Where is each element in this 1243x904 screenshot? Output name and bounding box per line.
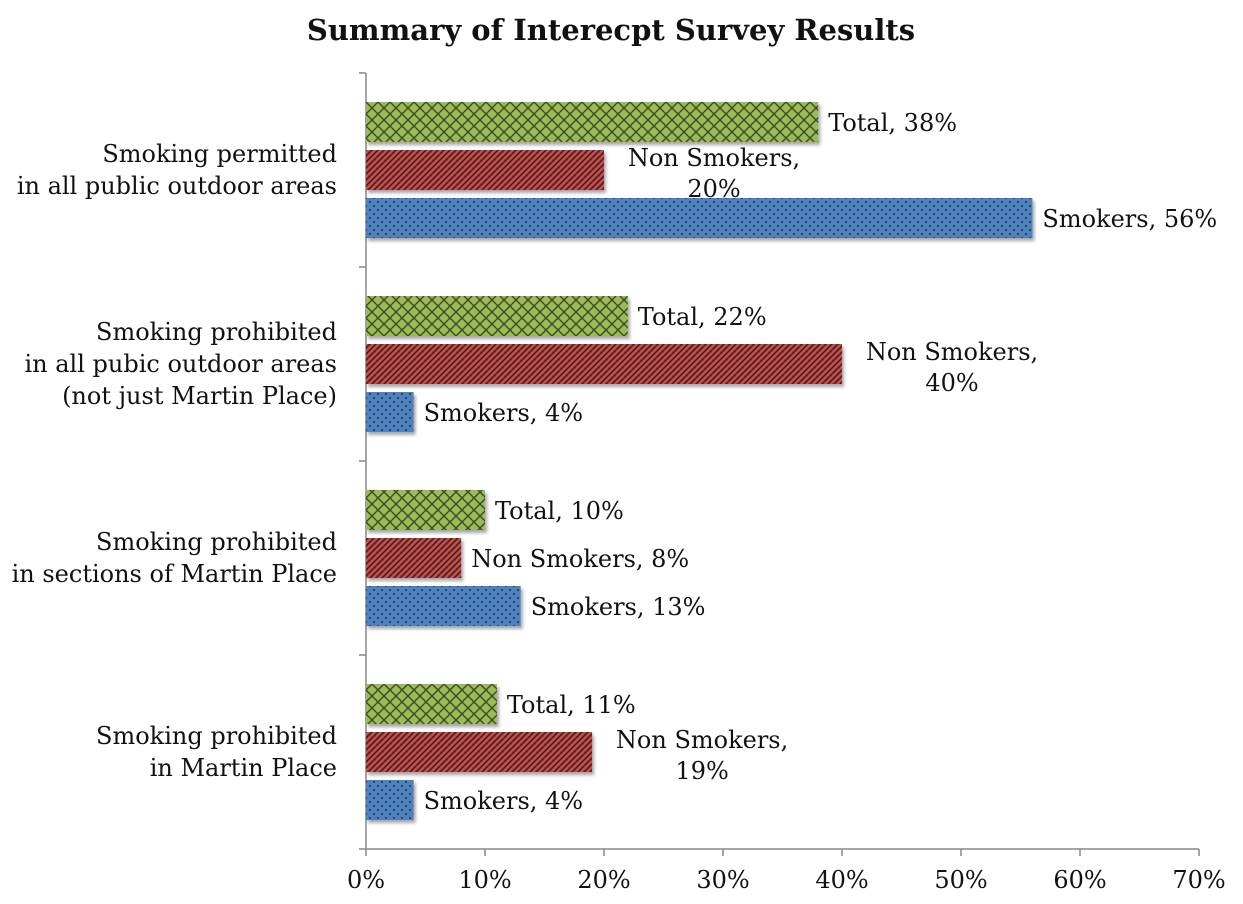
data-label-non-smokers: Non Smokers, 40%: [866, 338, 1038, 397]
x-tick-label: 70%: [1172, 866, 1225, 894]
data-label-non-smokers: Non Smokers, 8%: [471, 545, 689, 573]
x-tick-label: 30%: [696, 866, 749, 894]
data-label-total: Total, 10%: [495, 497, 624, 525]
x-tick-label: 10%: [458, 866, 511, 894]
data-label-smokers: Smokers, 13%: [531, 593, 706, 621]
x-tick-label: 40%: [815, 866, 868, 894]
category-label: Smoking prohibited in Martin Place: [96, 722, 337, 782]
data-label-non-smokers: Non Smokers, 19%: [616, 726, 788, 785]
category-label: Smoking prohibited in sections of Martin …: [12, 528, 337, 588]
bar-non-smokers: [366, 538, 462, 578]
plot-area: 0% 10% 20% 30% 40% 50% 60% 70% Smoking permitted…: [12, 72, 1226, 894]
bar-smokers: [366, 780, 414, 820]
bar-smokers: [366, 586, 521, 626]
data-label-total: Total, 38%: [828, 109, 957, 137]
data-label-smokers: Smokers, 4%: [424, 399, 584, 427]
data-label-smokers: Smokers, 4%: [424, 787, 584, 815]
category-label: Smoking prohibited in all pubic outdoor a…: [24, 318, 337, 410]
data-label-non-smokers: Non Smokers, 20%: [628, 144, 800, 203]
chart-title: Summary of Interecpt Survey Results: [307, 13, 915, 47]
bar-total: [366, 296, 628, 336]
x-tick-label: 60%: [1053, 866, 1106, 894]
category-label: Smoking permitted in all public outdoor a…: [17, 140, 337, 200]
data-label-total: Total, 22%: [638, 303, 767, 331]
bar-non-smokers: [366, 344, 842, 384]
bar-non-smokers: [366, 732, 593, 772]
bar-non-smokers: [366, 150, 604, 190]
bar-total: [366, 102, 819, 142]
x-tick-label: 50%: [934, 866, 987, 894]
bar-smokers: [366, 198, 1033, 238]
bar-total: [366, 684, 497, 724]
bar-smokers: [366, 392, 414, 432]
x-tick-label: 0%: [347, 866, 385, 894]
x-tick-label: 20%: [577, 866, 630, 894]
bar-total: [366, 490, 485, 530]
data-label-smokers: Smokers, 56%: [1042, 205, 1217, 233]
data-label-total: Total, 11%: [507, 691, 636, 719]
